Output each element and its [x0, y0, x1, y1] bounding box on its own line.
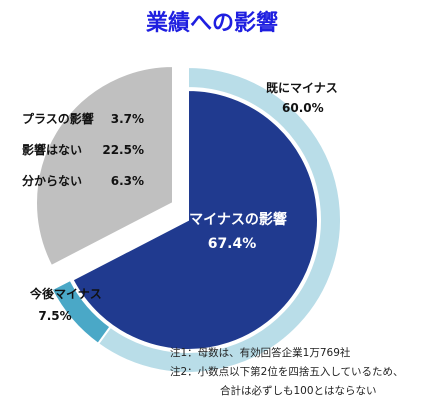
breakdown-label-no-impact: 影響はない	[22, 142, 82, 157]
value-already-minus: 60.0%	[282, 101, 324, 115]
pie-slices	[35, 64, 342, 374]
breakdown-value-unknown: 6.3%	[111, 174, 144, 188]
chart-title: 業績への影響	[146, 10, 278, 36]
ring-segment-future-minus	[50, 278, 112, 346]
note-2-continued: 合計は必ずしも100とはならない	[220, 384, 377, 397]
label-already-minus: 既にマイナス	[266, 81, 338, 95]
slice-no-minus-group	[35, 64, 174, 268]
label-future-minus: 今後マイナス	[29, 286, 102, 301]
breakdown-value-no-impact: 22.5%	[102, 143, 144, 157]
value-future-minus: 7.5%	[38, 309, 71, 323]
breakdown-label-unknown: 分からない	[22, 173, 82, 188]
value-minus-impact: 67.4%	[208, 236, 257, 252]
note-1: 注1：母数は、有効回答企業1万769社	[170, 346, 351, 359]
breakdown-value-positive: 3.7%	[111, 112, 144, 126]
label-minus-impact: マイナスの影響	[189, 211, 287, 228]
note-2: 注2：小数点以下第2位を四捨五入しているため、	[170, 365, 404, 378]
breakdown-label-positive: プラスの影響	[22, 111, 94, 126]
slice-minus-impact	[71, 88, 319, 351]
